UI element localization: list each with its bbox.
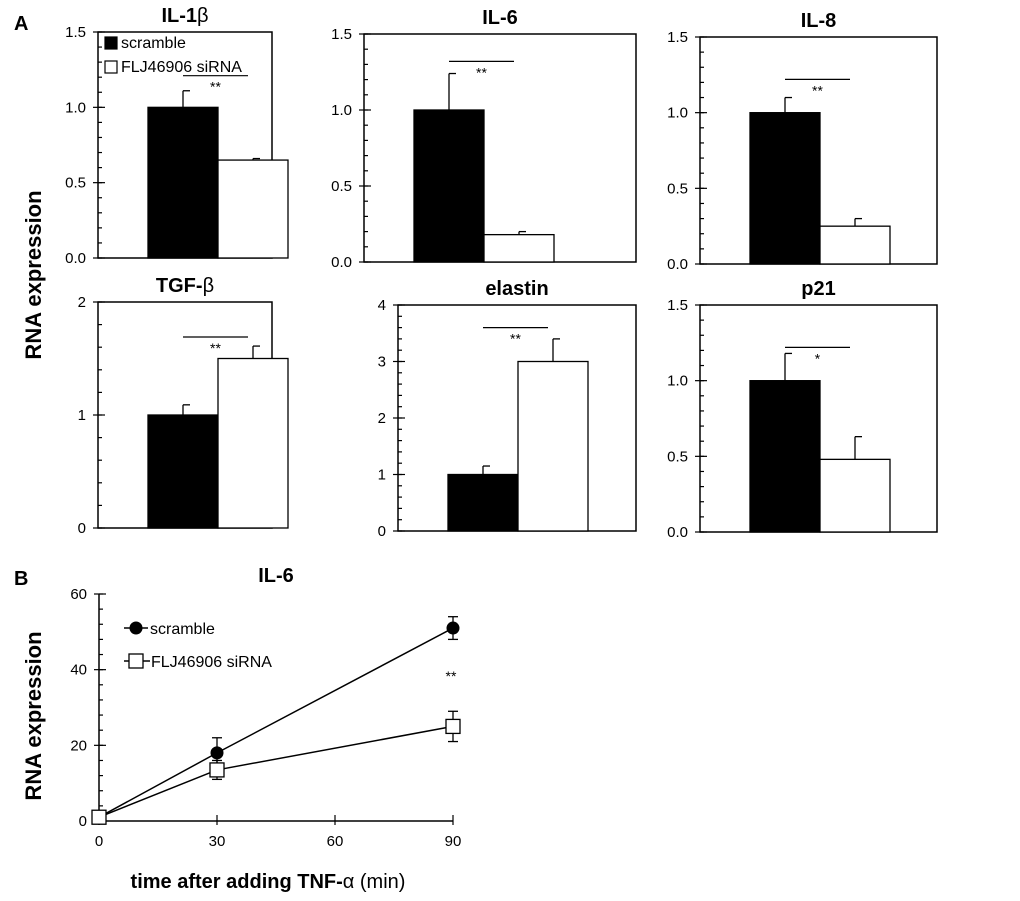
- x-tick-label: 30: [209, 833, 226, 850]
- legend-swatch-siRNA: [104, 60, 118, 74]
- y-tick-label: 0: [78, 520, 86, 537]
- y-tick-label: 1.5: [667, 29, 688, 46]
- y-tick-label: 0.5: [65, 175, 86, 192]
- bar-siRNA: [819, 458, 891, 533]
- chart-title-text: IL-6: [482, 7, 518, 29]
- chart-title: TGF-β: [156, 275, 214, 297]
- chart-title: IL-6: [482, 7, 518, 29]
- y-tick-label: 2: [378, 410, 386, 427]
- panel-b-label: B: [14, 568, 28, 590]
- y-tick-label: 1.0: [667, 105, 688, 122]
- legend-b-label-scramble: scramble: [150, 621, 215, 638]
- panel-a-y-axis-label: RNA expression: [21, 190, 46, 359]
- y-tick-label: 0.0: [667, 524, 688, 541]
- bar-chart-il1b: 0.0 0.5 1.0 1.5 ** IL-1β: [65, 5, 289, 267]
- x-tick-label: 90: [445, 833, 462, 850]
- significance-marker: *: [815, 350, 821, 366]
- bar-siRNA: [483, 233, 555, 263]
- y-tick-label: 0.5: [667, 448, 688, 465]
- y-tick-label: 40: [70, 662, 87, 679]
- panel-a-label: A: [14, 13, 28, 35]
- bar-scramble: [147, 414, 219, 529]
- y-tick-label: 2: [78, 294, 86, 311]
- x-axis-label-main: time after adding TNF-: [131, 871, 343, 893]
- bar-siRNA: [819, 225, 891, 265]
- bar-scramble: [447, 473, 519, 532]
- y-tick-label: 1.5: [65, 24, 86, 41]
- data-point-scramble: [446, 621, 460, 635]
- y-tick-label: 1: [78, 407, 86, 424]
- chart-title: IL-1β: [161, 5, 208, 27]
- bar-chart-il8: 0.0 0.5 1.0 1.5 ** IL-8: [667, 10, 938, 273]
- y-tick-label: 0.5: [667, 180, 688, 197]
- x-axis-label-alpha: α: [343, 871, 355, 893]
- y-tick-label: 60: [70, 586, 87, 603]
- chart-title: elastin: [485, 278, 548, 300]
- data-point-scramble: [210, 746, 224, 760]
- bar-chart-elastin: 0 1 2 3 4 ** elastin: [378, 278, 637, 540]
- series-line-siRNA: [98, 725, 454, 818]
- significance-marker: **: [446, 668, 457, 684]
- chart-title-text: p21: [801, 278, 835, 300]
- y-tick-label: 0.5: [331, 178, 352, 195]
- y-tick-label: 0: [378, 523, 386, 540]
- chart-title: IL-8: [801, 10, 837, 32]
- line-chart-il6-time: 0 20 40 60 0 30 60 90 IL-6 **: [70, 565, 461, 850]
- bar-siRNA: [217, 159, 289, 259]
- chart-title: IL-6: [258, 565, 294, 587]
- bar-siRNA: [217, 357, 289, 529]
- significance-marker: **: [476, 64, 487, 80]
- chart-title-symbol: β: [203, 275, 215, 297]
- bar-scramble: [413, 109, 485, 263]
- y-tick-label: 1.5: [331, 26, 352, 43]
- panel-b-y-axis-label: RNA expression: [21, 631, 46, 800]
- data-point-siRNA: [445, 718, 461, 735]
- y-tick-label: 3: [378, 354, 386, 371]
- y-tick-label: 1.0: [331, 102, 352, 119]
- legend-label-siRNA: FLJ46906 siRNA: [121, 59, 242, 76]
- y-tick-label: 1.5: [667, 297, 688, 314]
- bar-chart-p21: 0.0 0.5 1.0 1.5 * p21: [667, 278, 938, 541]
- significance-marker: **: [812, 82, 823, 98]
- data-point-siRNA: [91, 809, 107, 825]
- plot-frame: [363, 33, 637, 263]
- x-tick-label: 0: [95, 833, 103, 850]
- data-point-siRNA: [209, 762, 225, 778]
- x-tick-label: 60: [327, 833, 344, 850]
- chart-title: p21: [801, 278, 835, 300]
- chart-title-symbol: β: [197, 5, 209, 27]
- y-tick-label: 0: [79, 813, 87, 830]
- chart-title-text: IL-8: [801, 10, 837, 32]
- chart-title-text: IL-1: [161, 5, 197, 27]
- legend-marker-scramble: [129, 621, 143, 635]
- bar-chart-il6: 0.0 0.5 1.0 1.5 ** IL-6: [331, 7, 637, 271]
- significance-marker: **: [210, 340, 221, 356]
- y-tick-label: 20: [70, 737, 87, 754]
- y-tick-label: 0.0: [667, 256, 688, 273]
- y-tick-label: 0.0: [65, 250, 86, 267]
- bar-chart-tgfb: 0 1 2 ** TGF-β: [78, 275, 289, 537]
- significance-marker: **: [510, 331, 521, 347]
- y-tick-label: 4: [378, 297, 386, 314]
- y-tick-label: 1: [378, 467, 386, 484]
- legend-panel-a: scramble FLJ46906 siRNA: [104, 35, 242, 76]
- bar-scramble: [147, 106, 219, 259]
- panel-b-x-axis-label: time after adding TNF-α (min): [131, 871, 406, 893]
- legend-label-scramble: scramble: [121, 35, 186, 52]
- bar-siRNA: [517, 360, 589, 532]
- legend-panel-b: scramble FLJ46906 siRNA: [124, 621, 272, 671]
- legend-swatch-scramble: [104, 36, 118, 50]
- chart-title-text: TGF-: [156, 275, 203, 297]
- chart-title-text: elastin: [485, 278, 548, 300]
- legend-b-label-siRNA: FLJ46906 siRNA: [151, 654, 272, 671]
- bar-scramble: [749, 112, 821, 265]
- significance-marker: **: [210, 79, 221, 95]
- bar-scramble: [749, 380, 821, 533]
- x-axis-label-unit: (min): [354, 871, 405, 893]
- y-tick-label: 0.0: [331, 254, 352, 271]
- y-tick-label: 1.0: [667, 373, 688, 390]
- y-tick-label: 1.0: [65, 99, 86, 116]
- legend-marker-siRNA: [128, 653, 144, 669]
